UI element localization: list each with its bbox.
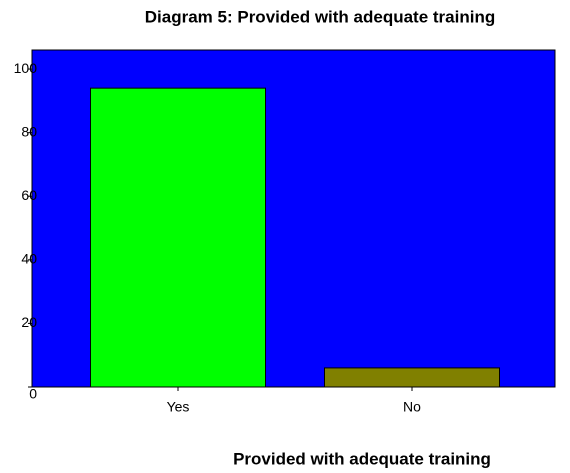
bar: [90, 87, 266, 388]
x-tick-label: No: [403, 399, 421, 415]
y-tick-label: 40: [21, 251, 37, 267]
y-tick-label: 0: [29, 386, 37, 402]
y-tick-label: 20: [21, 314, 37, 330]
bar: [324, 367, 500, 388]
x-tick-label: Yes: [167, 399, 190, 415]
y-tick-label: 100: [14, 60, 38, 76]
x-axis-label: Provided with adequate training: [233, 449, 491, 468]
chart-title: Diagram 5: Provided with adequate traini…: [145, 7, 495, 26]
y-tick-label: 60: [21, 187, 37, 203]
y-tick-label: 80: [21, 123, 37, 139]
